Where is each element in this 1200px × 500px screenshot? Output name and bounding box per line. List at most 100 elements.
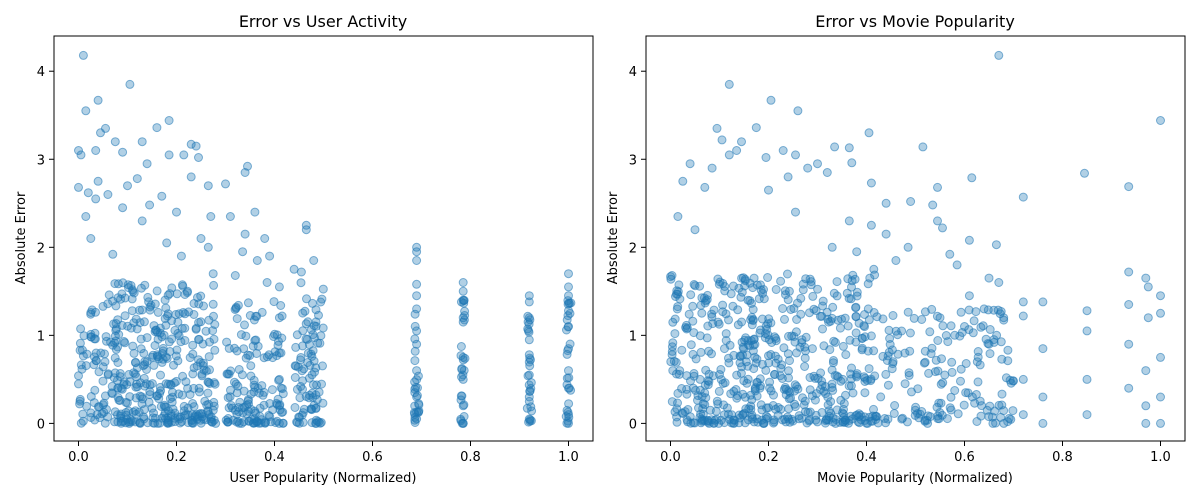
scatter-point: [83, 188, 93, 198]
scatter-point: [997, 354, 1007, 364]
scatter-point: [936, 379, 946, 389]
scatter-point: [239, 386, 249, 396]
scatter-point: [883, 380, 893, 390]
scatter-point: [686, 340, 696, 350]
scatter-point: [907, 387, 916, 397]
scatter-point: [196, 408, 206, 418]
scatter-point: [96, 128, 105, 138]
scatter-point: [932, 311, 942, 321]
scatter-point: [790, 402, 800, 412]
scatter-point: [132, 379, 142, 389]
scatter-point: [412, 279, 422, 289]
scatter-point: [162, 238, 172, 248]
scatter-point: [795, 342, 805, 352]
scatter-point: [97, 409, 107, 419]
scatter-point: [889, 409, 899, 418]
scatter-point: [938, 321, 948, 331]
scatter-point: [933, 216, 942, 226]
scatter-point: [313, 338, 323, 348]
scatter-point: [745, 341, 755, 351]
scatter-point: [412, 407, 422, 417]
scatter-point: [179, 401, 189, 411]
scatter-point: [131, 409, 141, 419]
scatter-point: [301, 392, 311, 401]
scatter-point: [999, 418, 1009, 428]
scatter-point: [678, 176, 688, 186]
scatter-point: [157, 191, 167, 201]
x-axis-label: User Popularity (Normalized): [230, 471, 417, 486]
scatter-point: [100, 391, 110, 401]
scatter-point: [810, 395, 820, 405]
scatter-point: [163, 418, 172, 428]
scatter-point: [923, 411, 933, 421]
y-tick-label: 3: [629, 153, 637, 168]
scatter-point: [199, 301, 208, 311]
scatter-point: [123, 280, 133, 290]
scatter-point: [891, 256, 901, 265]
scatter-point: [803, 163, 813, 173]
scatter-point: [151, 325, 161, 335]
scatter-point: [564, 383, 573, 393]
scatter-point: [940, 370, 950, 380]
scatter-point: [763, 273, 773, 282]
scatter-point: [752, 391, 762, 401]
panel-user-activity: Error vs User Activity 0.0 0.2 0.4 0.6 0.8 1.…: [14, 12, 594, 486]
scatter-point: [225, 392, 235, 402]
scatter-point: [686, 290, 696, 300]
scatter-point: [156, 402, 166, 411]
scatter-point: [961, 359, 971, 368]
scatter-point: [751, 123, 761, 133]
scatter-point: [269, 332, 278, 341]
scatter-point: [259, 353, 269, 363]
scatter-point: [78, 416, 88, 426]
scatter-point: [130, 406, 140, 416]
scatter-point: [707, 349, 716, 359]
scatter-point: [829, 288, 839, 298]
scatter-point: [1004, 413, 1014, 423]
scatter-point: [933, 182, 942, 192]
scatter-point: [118, 203, 128, 213]
scatter-point: [792, 315, 802, 324]
scatter-point: [670, 329, 680, 339]
y-tick-label: 0: [37, 417, 45, 432]
scatter-point: [74, 379, 83, 389]
scatter-point: [973, 347, 983, 356]
scatter-point: [688, 301, 698, 311]
scatter-point: [810, 373, 820, 383]
scatter-point: [1156, 116, 1165, 125]
scatter-point: [86, 308, 96, 317]
scatter-point: [113, 358, 123, 367]
scatter-point: [783, 412, 792, 422]
scatter-point: [458, 418, 468, 428]
scatter-point: [817, 311, 827, 321]
scatter-point: [673, 388, 683, 398]
scatter-point: [410, 356, 420, 366]
scatter-point: [274, 313, 284, 323]
scatter-point: [249, 375, 259, 385]
scatter-point: [148, 413, 158, 423]
scatter-point: [318, 284, 328, 294]
scatter-point: [232, 314, 242, 324]
scatter-point: [691, 354, 701, 364]
scatter-point: [984, 273, 994, 283]
scatter-point: [110, 137, 120, 147]
scatter-point: [703, 290, 712, 300]
scatter-point: [150, 299, 160, 309]
scatter-point: [913, 409, 923, 418]
scatter-point: [971, 390, 981, 399]
scatter-point: [1156, 291, 1165, 301]
scatter-point: [100, 418, 110, 428]
scatter-point: [191, 324, 201, 334]
scatter-point: [852, 287, 862, 297]
scatter-point: [187, 418, 197, 428]
scatter-point: [145, 200, 155, 210]
scatter-point: [204, 352, 214, 362]
scatter-point: [1080, 168, 1089, 178]
scatter-point: [163, 311, 172, 321]
scatter-point: [1141, 273, 1151, 283]
scatter-point: [777, 374, 787, 383]
scatter-point: [524, 370, 534, 380]
x-tick-label: 0.0: [68, 450, 89, 465]
scatter-point: [135, 305, 144, 315]
x-tick-label: 0.8: [460, 450, 481, 465]
